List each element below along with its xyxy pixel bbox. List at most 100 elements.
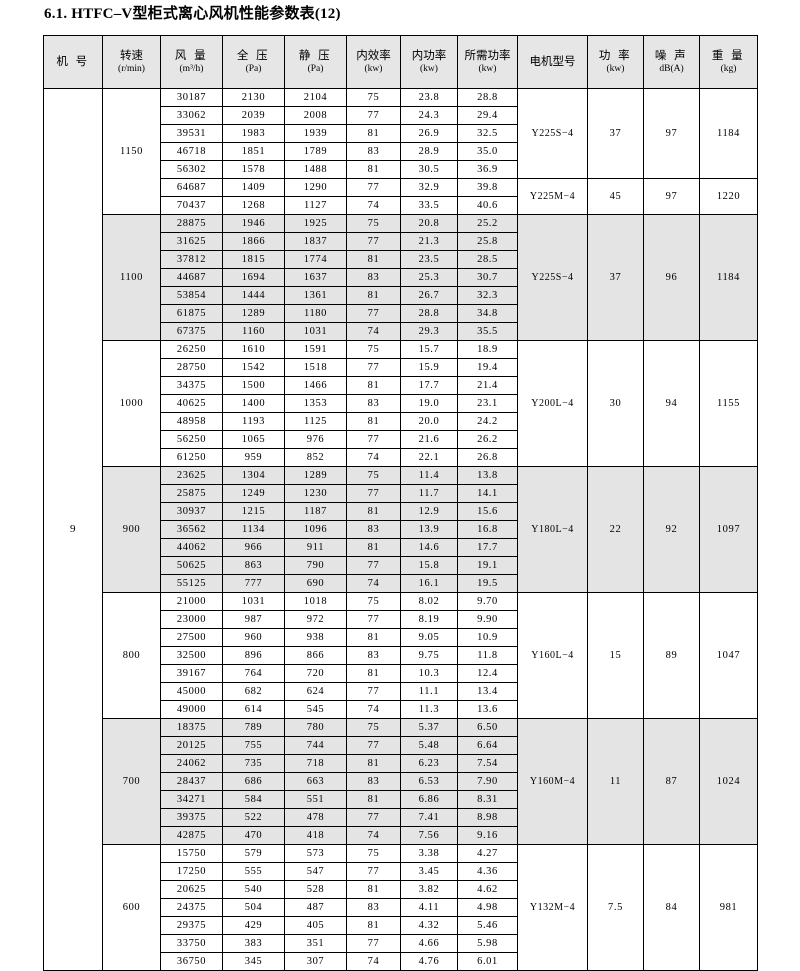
- flow-cell: 31625: [160, 232, 223, 251]
- required-power-cell: 25.2: [457, 214, 518, 233]
- efficiency-cell: 74: [346, 826, 401, 845]
- table-row: 67375 1160 1031 74 29.3 35.5: [44, 322, 758, 341]
- static-pressure-cell: 744: [284, 736, 347, 755]
- inner-power-cell: 29.3: [400, 322, 458, 341]
- motor-power-cell: 37: [587, 214, 644, 341]
- flow-cell: 46718: [160, 142, 223, 161]
- static-pressure-cell: 1789: [284, 142, 347, 161]
- column-header-title: 所需功率: [464, 49, 511, 62]
- required-power-cell: 6.64: [457, 736, 518, 755]
- motor-power-cell: 37: [587, 88, 644, 179]
- efficiency-cell: 77: [346, 808, 401, 827]
- flow-cell: 37812: [160, 250, 223, 269]
- page-title: 6.1. HTFC–V型柜式离心风机性能参数表(12): [44, 6, 341, 22]
- required-power-cell: 11.8: [457, 646, 518, 665]
- efficiency-cell: 81: [346, 502, 401, 521]
- table-row: 28437 686 663 83 6.53 7.90: [44, 772, 758, 791]
- inner-power-cell: 6.86: [400, 790, 458, 809]
- efficiency-cell: 74: [346, 574, 401, 593]
- total-pressure-cell: 959: [222, 448, 285, 467]
- required-power-cell: 30.7: [457, 268, 518, 287]
- flow-cell: 44062: [160, 538, 223, 557]
- static-pressure-cell: 938: [284, 628, 347, 647]
- efficiency-cell: 77: [346, 430, 401, 449]
- inner-power-cell: 26.9: [400, 124, 458, 143]
- inner-power-cell: 8.19: [400, 610, 458, 629]
- efficiency-cell: 75: [346, 214, 401, 233]
- required-power-cell: 6.50: [457, 718, 518, 737]
- inner-power-cell: 22.1: [400, 448, 458, 467]
- static-pressure-cell: 1018: [284, 592, 347, 611]
- column-header-1: 转速 (r/min): [102, 35, 161, 89]
- inner-power-cell: 21.6: [400, 430, 458, 449]
- required-power-cell: 13.4: [457, 682, 518, 701]
- table-row: 900 23625 1304 1289 75 11.4 13.8 Y180L−4 22 92 109…: [44, 466, 758, 593]
- required-power-cell: 19.1: [457, 556, 518, 575]
- table-row: 1000 26250 1610 1591 75 15.7 18.9 Y200L−4 30 94 11…: [44, 340, 758, 467]
- flow-cell: 27500: [160, 628, 223, 647]
- static-pressure-cell: 1289: [284, 466, 347, 485]
- flow-cell: 50625: [160, 556, 223, 575]
- flow-cell: 56302: [160, 160, 223, 179]
- efficiency-cell: 77: [346, 178, 401, 197]
- static-pressure-cell: 1125: [284, 412, 347, 431]
- total-pressure-cell: 1193: [222, 412, 285, 431]
- column-header-6: 内功率 (kw): [400, 35, 458, 89]
- total-pressure-cell: 863: [222, 556, 285, 575]
- efficiency-cell: 81: [346, 754, 401, 773]
- total-pressure-cell: 1268: [222, 196, 285, 215]
- column-header-title: 静 压: [298, 49, 333, 62]
- required-power-cell: 9.90: [457, 610, 518, 629]
- flow-cell: 48958: [160, 412, 223, 431]
- efficiency-cell: 77: [346, 736, 401, 755]
- column-header-unit: (kw): [478, 63, 497, 74]
- static-pressure-cell: 1925: [284, 214, 347, 233]
- column-header-4: 静 压 (Pa): [284, 35, 347, 89]
- inner-power-cell: 8.02: [400, 592, 458, 611]
- rpm-cell: 1100: [102, 214, 161, 341]
- efficiency-cell: 74: [346, 952, 401, 971]
- motor-power-cell: 30: [587, 340, 644, 467]
- static-pressure-cell: 351: [284, 934, 347, 953]
- table-row: 1100 28875 1946 1925 75 20.8 25.2 Y225S−4 37 96 11…: [44, 214, 758, 341]
- weight-cell: 1024: [699, 718, 758, 845]
- efficiency-cell: 83: [346, 898, 401, 917]
- table-row: 44062 966 911 81 14.6 17.7: [44, 538, 758, 557]
- required-power-cell: 8.98: [457, 808, 518, 827]
- table-row: 20625 540 528 81 3.82 4.62: [44, 880, 758, 899]
- column-header-title: 重 量: [711, 49, 746, 62]
- required-power-cell: 23.1: [457, 394, 518, 413]
- required-power-cell: 28.5: [457, 250, 518, 269]
- flow-cell: 39375: [160, 808, 223, 827]
- efficiency-cell: 83: [346, 772, 401, 791]
- static-pressure-cell: 780: [284, 718, 347, 737]
- static-pressure-cell: 2104: [284, 88, 347, 107]
- required-power-cell: 13.8: [457, 466, 518, 485]
- static-pressure-cell: 573: [284, 844, 347, 863]
- inner-power-cell: 12.9: [400, 502, 458, 521]
- required-power-cell: 17.7: [457, 538, 518, 557]
- total-pressure-cell: 755: [222, 736, 285, 755]
- inner-power-cell: 6.23: [400, 754, 458, 773]
- required-power-cell: 28.8: [457, 88, 518, 107]
- static-pressure-cell: 1230: [284, 484, 347, 503]
- column-header-title: 风 量: [174, 49, 209, 62]
- column-header-unit: (Pa): [245, 63, 262, 74]
- efficiency-cell: 75: [346, 844, 401, 863]
- table-row: 36562 1134 1096 83 13.9 16.8: [44, 520, 758, 539]
- static-pressure-cell: 1488: [284, 160, 347, 179]
- total-pressure-cell: 614: [222, 700, 285, 719]
- required-power-cell: 7.90: [457, 772, 518, 791]
- flow-cell: 61875: [160, 304, 223, 323]
- required-power-cell: 4.62: [457, 880, 518, 899]
- inner-power-cell: 4.66: [400, 934, 458, 953]
- total-pressure-cell: 584: [222, 790, 285, 809]
- table-row: 39167 764 720 81 10.3 12.4: [44, 664, 758, 683]
- table-row: 61250 959 852 74 22.1 26.8: [44, 448, 758, 467]
- flow-cell: 23625: [160, 466, 223, 485]
- total-pressure-cell: 1304: [222, 466, 285, 485]
- efficiency-cell: 81: [346, 880, 401, 899]
- total-pressure-cell: 1444: [222, 286, 285, 305]
- static-pressure-cell: 972: [284, 610, 347, 629]
- flow-cell: 30937: [160, 502, 223, 521]
